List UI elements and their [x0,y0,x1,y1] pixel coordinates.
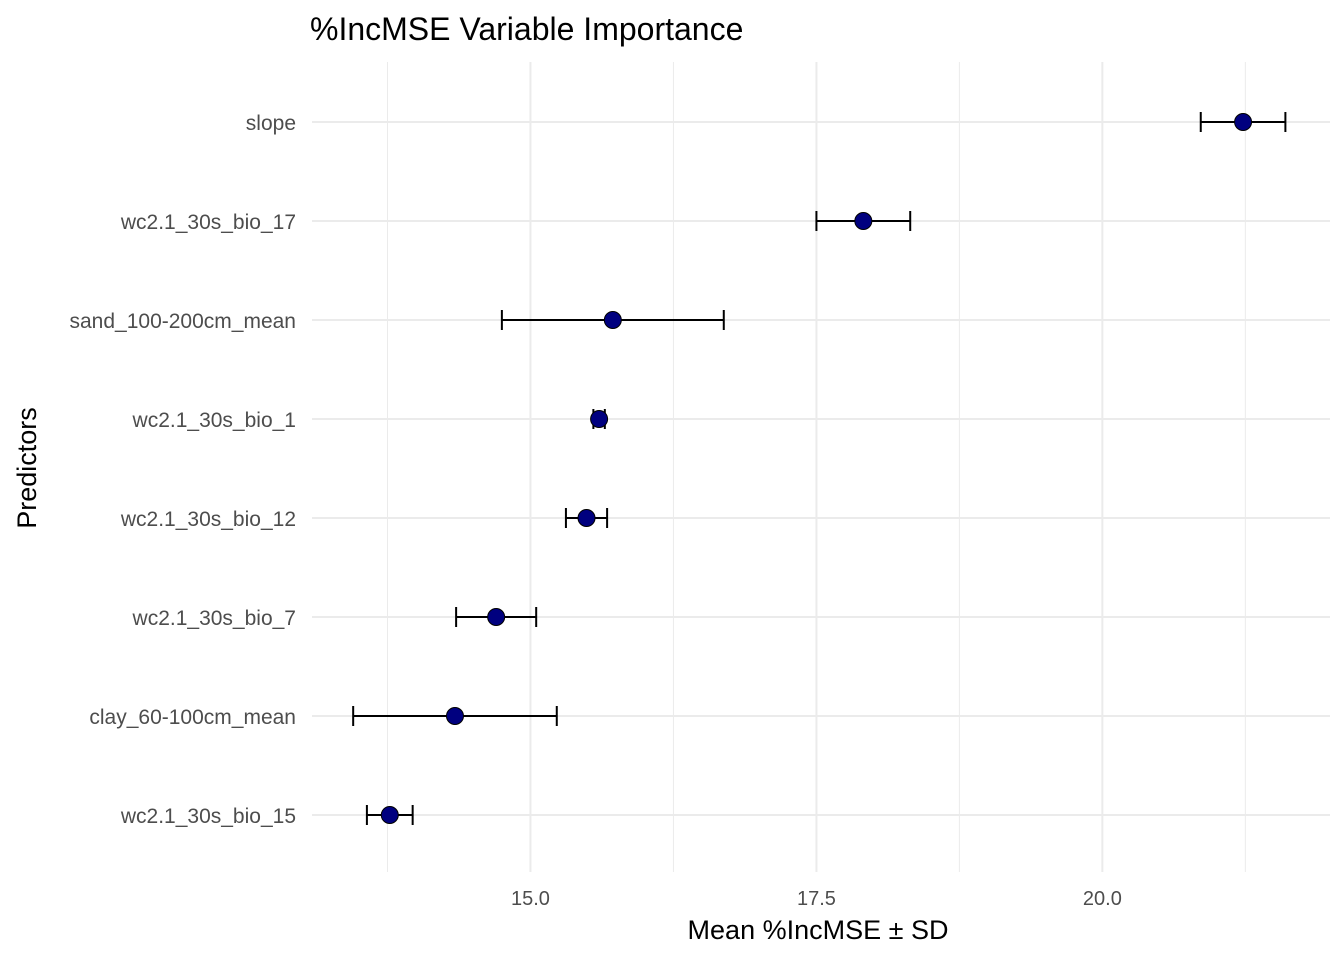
y-tick-label: slope [246,112,296,135]
data-point [577,509,596,527]
x-axis-tick-labels: 15.0 17.5 20.0 [511,888,1122,910]
y-tick-label: wc2.1_30s_bio_7 [132,607,296,630]
data-point [445,707,464,725]
data-point [854,212,873,230]
data-marks [352,112,1287,825]
data-point [1234,113,1253,131]
y-tick-label: wc2.1_30s_bio_17 [120,211,296,234]
major-gridlines [312,62,1330,872]
x-tick-label: 20.0 [1083,888,1122,910]
y-axis-tick-labels: slope wc2.1_30s_bio_17 sand_100-200cm_mean… [70,112,297,828]
data-point [590,410,609,428]
data-point [487,608,506,626]
y-tick-label: wc2.1_30s_bio_12 [120,508,296,531]
chart-title: %IncMSE Variable Importance [310,11,743,47]
x-axis-title: Mean %IncMSE ± SD [688,915,949,945]
data-point [603,311,622,329]
minor-gridlines [386,62,1246,872]
y-tick-label: sand_100-200cm_mean [70,310,297,333]
y-axis-title: Predictors [12,407,42,529]
x-tick-label: 15.0 [511,888,550,910]
x-tick-label: 17.5 [797,888,836,910]
y-tick-label: clay_60-100cm_mean [89,706,296,729]
y-tick-label: wc2.1_30s_bio_15 [120,805,296,828]
y-tick-label: wc2.1_30s_bio_1 [132,409,296,432]
plot-area [312,62,1330,872]
data-point [380,806,399,824]
